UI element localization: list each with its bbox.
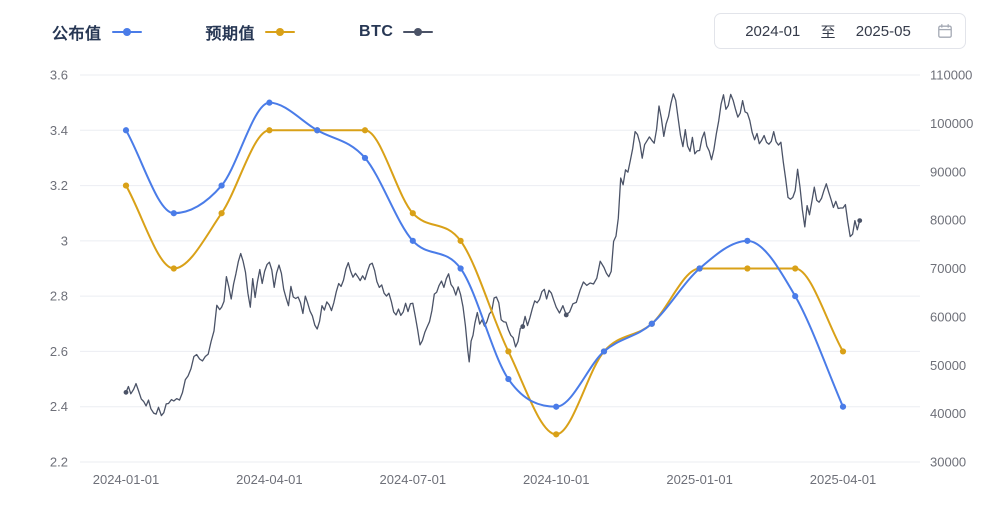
chart-legend: 公布值 预期值 BTC bbox=[52, 20, 434, 44]
legend-label-btc: BTC bbox=[359, 23, 394, 40]
date-range-end[interactable]: 2025-05 bbox=[855, 22, 911, 40]
published-series-marker bbox=[600, 348, 608, 355]
y-axis-right-label: 70000 bbox=[930, 261, 966, 276]
published-series-line bbox=[125, 101, 844, 408]
y-axis-left-label: 2.8 bbox=[50, 289, 68, 304]
published-series-marker bbox=[170, 210, 177, 217]
y-axis-left-label: 2.2 bbox=[50, 455, 68, 470]
y-axis-right-label: 30000 bbox=[930, 455, 966, 470]
legend-line-dot-marker bbox=[403, 27, 434, 37]
expected-series-marker bbox=[409, 210, 416, 217]
published-series-marker bbox=[266, 99, 273, 106]
x-axis-label: 2024-07-01 bbox=[380, 472, 447, 487]
expected-series-marker bbox=[218, 210, 225, 217]
date-range-start[interactable]: 2024-01 bbox=[745, 22, 801, 40]
published-series-marker bbox=[361, 154, 369, 162]
x-axis-label: 2024-04-01 bbox=[236, 472, 303, 487]
btc-series-line bbox=[125, 93, 861, 417]
published-series-marker bbox=[792, 293, 799, 300]
x-axis-label: 2025-04-01 bbox=[810, 472, 877, 487]
published-series-marker bbox=[409, 237, 416, 244]
published-series-marker bbox=[696, 265, 703, 272]
expected-series-line bbox=[125, 129, 844, 436]
published-series-marker bbox=[122, 127, 130, 134]
y-axis-right-label: 110000 bbox=[930, 68, 972, 83]
legend-line-dot-marker bbox=[111, 27, 142, 37]
y-axis-left-label: 3 bbox=[61, 233, 68, 248]
published-series-marker bbox=[839, 403, 847, 410]
expected-series-marker bbox=[553, 431, 560, 438]
y-axis-left-label: 3.4 bbox=[50, 123, 68, 138]
expected-series-marker bbox=[839, 348, 847, 355]
y-axis-right-label: 60000 bbox=[930, 309, 966, 324]
expected-series-marker bbox=[122, 182, 130, 189]
published-series-marker bbox=[314, 127, 321, 134]
y-axis-right-label: 90000 bbox=[930, 164, 966, 179]
legend-item-btc[interactable]: BTC bbox=[359, 20, 434, 44]
btc-series-marker bbox=[857, 218, 863, 224]
y-axis-right-label: 50000 bbox=[930, 358, 966, 373]
y-axis-right-label: 40000 bbox=[930, 406, 966, 421]
btc-series-marker bbox=[563, 312, 569, 318]
calendar-icon[interactable] bbox=[937, 23, 953, 39]
expected-series-marker bbox=[744, 265, 751, 272]
expected-series-marker bbox=[505, 348, 512, 355]
published-series-marker bbox=[457, 265, 464, 272]
published-series-marker bbox=[744, 237, 751, 244]
x-axis-label: 2024-01-01 bbox=[93, 472, 160, 487]
expected-series-marker bbox=[170, 265, 177, 272]
y-axis-left-label: 2.6 bbox=[50, 344, 68, 359]
published-series-marker bbox=[553, 403, 560, 410]
expected-series-marker bbox=[361, 127, 369, 134]
published-series-marker bbox=[648, 320, 655, 327]
published-series-marker bbox=[218, 182, 225, 189]
expected-series-marker bbox=[792, 265, 799, 272]
y-axis-left-label: 3.2 bbox=[50, 178, 68, 193]
legend-label-expected: 预期值 bbox=[205, 26, 256, 43]
btc-series-marker bbox=[123, 389, 129, 395]
date-range-picker[interactable]: 2024-01 至 2025-05 bbox=[714, 13, 966, 49]
legend-label-published: 公布值 bbox=[52, 26, 102, 43]
y-axis-left-label: 3.6 bbox=[50, 68, 68, 83]
date-range-separator: 至 bbox=[820, 23, 836, 41]
legend-item-expected[interactable]: 预期值 bbox=[206, 20, 296, 44]
legend-line-dot-marker bbox=[265, 27, 296, 37]
y-axis-right-label: 100000 bbox=[930, 116, 973, 131]
published-series-marker bbox=[505, 375, 512, 383]
btc-series-marker bbox=[520, 324, 526, 329]
y-axis-left-label: 2.4 bbox=[50, 399, 68, 414]
legend-item-published[interactable]: 公布值 bbox=[52, 20, 142, 44]
x-axis-label: 2024-10-01 bbox=[523, 472, 590, 487]
x-axis-label: 2025-01-01 bbox=[666, 472, 733, 487]
expected-series-marker bbox=[457, 237, 464, 244]
y-axis-right-label: 80000 bbox=[930, 213, 966, 228]
expected-series-marker bbox=[266, 127, 273, 134]
